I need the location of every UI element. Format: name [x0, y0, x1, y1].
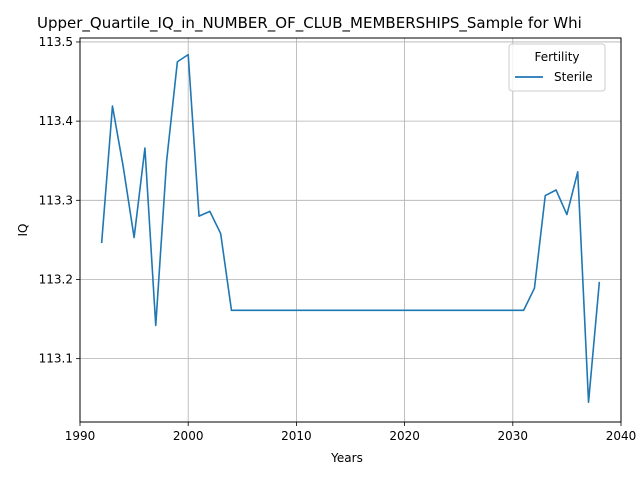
- x-tick-label: 1990: [65, 429, 96, 443]
- x-axis: 1990 2000 2010 2020 2030 2040: [65, 422, 637, 443]
- x-tick-label: 2000: [173, 429, 204, 443]
- y-tick-label: 113.3: [39, 193, 73, 207]
- series-line-sterile: [100, 53, 601, 404]
- chart-title: Upper_Quartile_IQ_in_NUMBER_OF_CLUB_MEMB…: [37, 14, 582, 33]
- y-tick-label: 113.2: [39, 272, 73, 286]
- x-tick-label: 2040: [606, 429, 637, 443]
- legend-label-sterile: Sterile: [554, 70, 593, 84]
- plot-area-frame: [79, 37, 622, 423]
- x-tick-label: 2030: [498, 429, 529, 443]
- y-tick-label: 113.5: [39, 35, 73, 49]
- series-layer: [100, 53, 601, 404]
- x-tick-label: 2020: [389, 429, 420, 443]
- legend: Fertility Sterile: [508, 43, 606, 92]
- y-axis: 113.1 113.2 113.3 113.4 113.5: [39, 35, 80, 366]
- x-axis-label: Years: [330, 451, 363, 465]
- legend-box: [508, 43, 606, 92]
- grid-lines: [79, 38, 622, 422]
- y-tick-label: 113.4: [39, 114, 73, 128]
- legend-title: Fertility: [534, 50, 579, 64]
- y-axis-label: IQ: [16, 224, 30, 237]
- y-tick-label: 113.1: [39, 352, 73, 366]
- x-tick-label: 2010: [281, 429, 312, 443]
